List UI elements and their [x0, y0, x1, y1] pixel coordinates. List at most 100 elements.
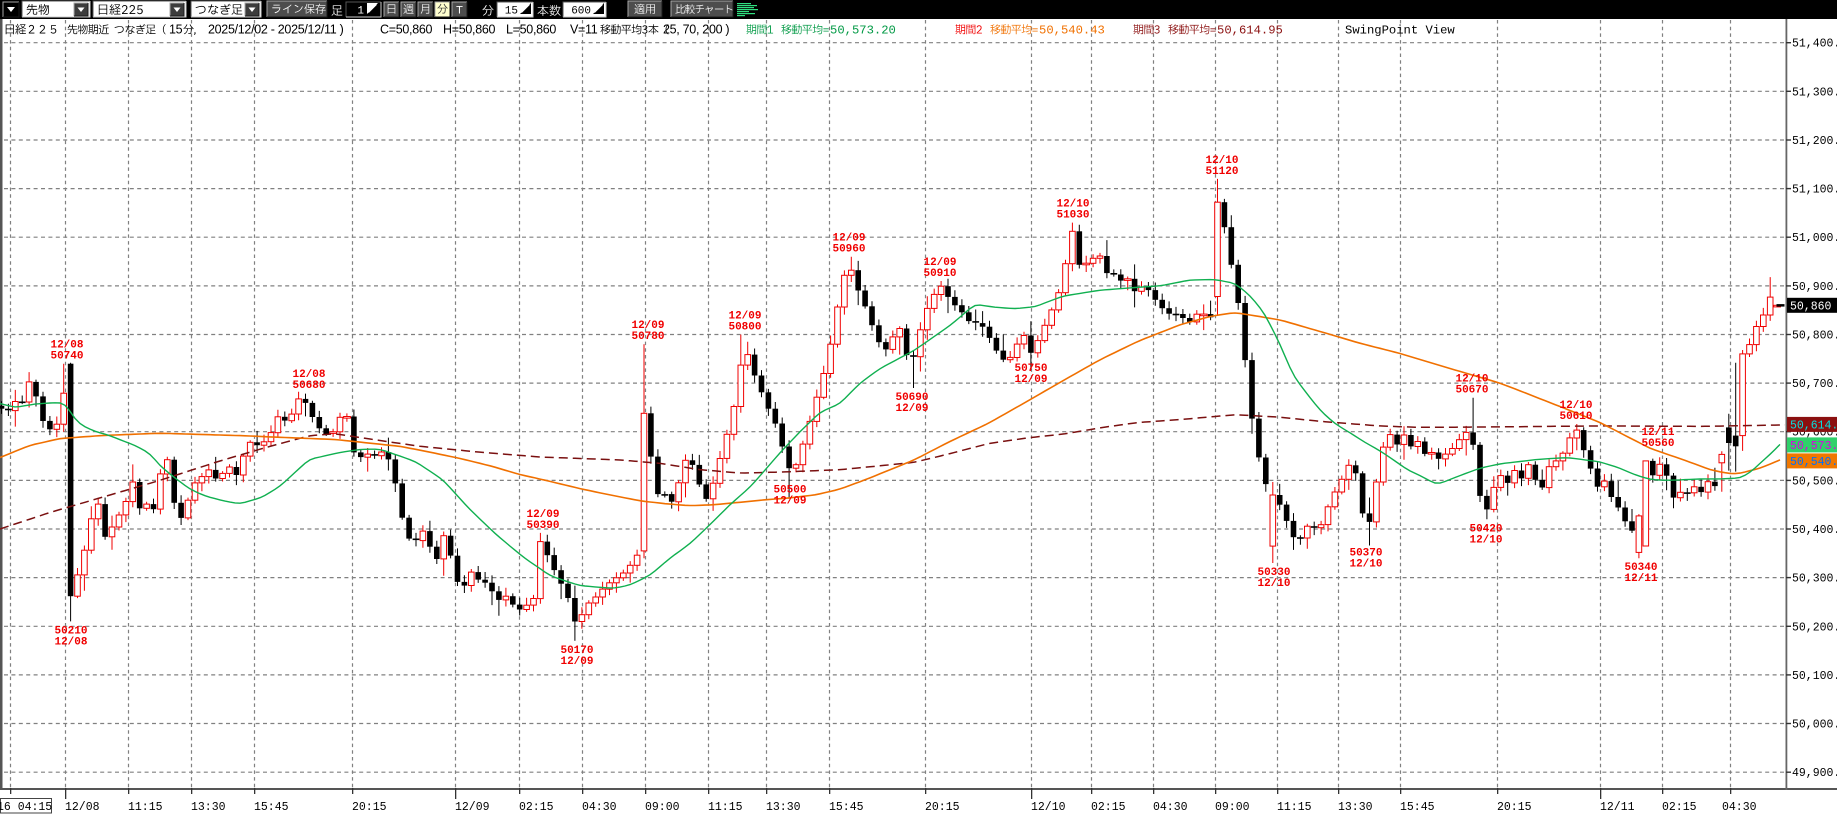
svg-text:50340: 50340: [1624, 562, 1657, 574]
svg-text:12/09: 12/09: [832, 233, 865, 245]
svg-text:12/10: 12/10: [1559, 400, 1592, 412]
svg-text:13:30: 13:30: [191, 801, 226, 814]
svg-text:50800: 50800: [728, 322, 761, 334]
svg-text:50170: 50170: [560, 645, 593, 657]
svg-text:50,000.: 50,000.: [1792, 719, 1837, 732]
svg-text:13:30: 13:30: [766, 801, 801, 814]
svg-text:50,900.: 50,900.: [1792, 281, 1837, 294]
svg-text:2025/12/02 - 2025/12/11 ): 2025/12/02 - 2025/12/11 ): [208, 23, 344, 37]
svg-text:50,500.: 50,500.: [1792, 475, 1837, 488]
svg-text:50670: 50670: [1455, 385, 1488, 397]
svg-text:15: 15: [169, 23, 183, 37]
svg-text:50,800.: 50,800.: [1792, 330, 1837, 343]
svg-text:50210: 50210: [54, 625, 87, 637]
svg-text:51,000.: 51,000.: [1792, 232, 1837, 245]
svg-text:H=50,860: H=50,860: [443, 23, 496, 37]
svg-text:C=50,860: C=50,860: [380, 23, 433, 37]
svg-text:09:00: 09:00: [645, 801, 680, 814]
svg-text:50,200.: 50,200.: [1792, 621, 1837, 634]
svg-text:12/09: 12/09: [1014, 374, 1047, 386]
svg-text:20:15: 20:15: [352, 801, 387, 814]
svg-text:50780: 50780: [631, 331, 664, 343]
svg-text:12/10: 12/10: [1205, 155, 1238, 167]
svg-text:1: 1: [357, 6, 364, 18]
svg-text:T: T: [456, 5, 463, 17]
svg-text:15:45: 15:45: [829, 801, 864, 814]
svg-text:50,100.: 50,100.: [1792, 670, 1837, 683]
svg-text:13:30: 13:30: [1338, 801, 1373, 814]
svg-text:12/08: 12/08: [292, 369, 325, 381]
svg-text:50330: 50330: [1257, 567, 1290, 579]
svg-text:25, 70, 200 ): 25, 70, 200 ): [663, 23, 729, 37]
svg-text:15:45: 15:45: [1400, 801, 1435, 814]
svg-text:50740: 50740: [50, 351, 83, 363]
svg-text:51,400.: 51,400.: [1792, 38, 1837, 51]
svg-text:12/11: 12/11: [1624, 573, 1657, 585]
svg-text:51030: 51030: [1056, 210, 1089, 222]
svg-text:50750: 50750: [1014, 363, 1047, 375]
svg-text:09:00: 09:00: [1215, 801, 1250, 814]
svg-text:50370: 50370: [1349, 548, 1382, 560]
svg-text:20:15: 20:15: [925, 801, 960, 814]
svg-text:51,200.: 51,200.: [1792, 135, 1837, 148]
svg-text:12/09: 12/09: [773, 495, 806, 507]
svg-text:50,614.95: 50,614.95: [1217, 24, 1283, 38]
svg-text:11:15: 11:15: [128, 801, 163, 814]
svg-text:12/09: 12/09: [923, 257, 956, 269]
svg-text:50,540.: 50,540.: [1790, 456, 1837, 469]
svg-text:50610: 50610: [1559, 411, 1592, 423]
svg-text:12/09: 12/09: [895, 403, 928, 415]
svg-text:12/09: 12/09: [455, 801, 490, 814]
svg-text:50390: 50390: [526, 520, 559, 532]
svg-text:15:45: 15:45: [254, 801, 289, 814]
svg-text:50,614.: 50,614.: [1790, 420, 1837, 433]
svg-text:02:15: 02:15: [1091, 801, 1126, 814]
svg-text:50,573.: 50,573.: [1790, 440, 1837, 453]
svg-text:12/09: 12/09: [631, 320, 664, 332]
svg-text:12/09: 12/09: [560, 656, 593, 668]
svg-text:50690: 50690: [895, 392, 928, 404]
svg-text:12/10: 12/10: [1349, 559, 1382, 571]
svg-text:50960: 50960: [832, 244, 865, 256]
svg-text:12/09: 12/09: [728, 311, 761, 323]
svg-text:SwingPoint View: SwingPoint View: [1345, 24, 1455, 38]
svg-text:12/10: 12/10: [1056, 199, 1089, 211]
svg-text:50,400.: 50,400.: [1792, 524, 1837, 537]
svg-text:51,300.: 51,300.: [1792, 86, 1837, 99]
svg-text:04:30: 04:30: [582, 801, 617, 814]
svg-text:12/08: 12/08: [65, 801, 100, 814]
svg-text:50680: 50680: [292, 380, 325, 392]
svg-text:02:15: 02:15: [519, 801, 554, 814]
svg-text:12/09: 12/09: [526, 509, 559, 521]
svg-text:L=50,860: L=50,860: [506, 23, 556, 37]
svg-text:50,860: 50,860: [1790, 301, 1832, 314]
svg-text:51120: 51120: [1205, 166, 1238, 178]
svg-text:12/08: 12/08: [54, 636, 87, 648]
svg-text:50,300.: 50,300.: [1792, 573, 1837, 586]
svg-text:12/10: 12/10: [1257, 578, 1290, 590]
svg-text:11:15: 11:15: [708, 801, 743, 814]
svg-text:12/11: 12/11: [1600, 801, 1635, 814]
svg-text:50,700.: 50,700.: [1792, 378, 1837, 391]
svg-text:12/10: 12/10: [1469, 534, 1502, 546]
svg-text:V=11: V=11: [570, 23, 598, 37]
svg-text:49,900.: 49,900.: [1792, 767, 1837, 780]
svg-text:50910: 50910: [923, 268, 956, 280]
svg-text:50560: 50560: [1641, 438, 1674, 450]
svg-text:04:30: 04:30: [1722, 801, 1757, 814]
svg-text:02:15: 02:15: [1662, 801, 1697, 814]
svg-text:12/10: 12/10: [1031, 801, 1066, 814]
svg-text:15: 15: [505, 6, 518, 18]
svg-text:04:30: 04:30: [1153, 801, 1188, 814]
svg-text:50,573.20: 50,573.20: [830, 24, 896, 38]
svg-text:16 04:15: 16 04:15: [0, 801, 52, 814]
svg-text:12/10: 12/10: [1455, 374, 1488, 386]
svg-text:50,540.43: 50,540.43: [1039, 24, 1105, 38]
svg-text:600: 600: [571, 6, 591, 18]
svg-text:51,100.: 51,100.: [1792, 184, 1837, 197]
svg-text:50500: 50500: [773, 484, 806, 496]
svg-text:11:15: 11:15: [1277, 801, 1312, 814]
svg-text:50420: 50420: [1469, 523, 1502, 535]
svg-text:12/08: 12/08: [50, 340, 83, 352]
svg-text:12/11: 12/11: [1641, 427, 1674, 439]
